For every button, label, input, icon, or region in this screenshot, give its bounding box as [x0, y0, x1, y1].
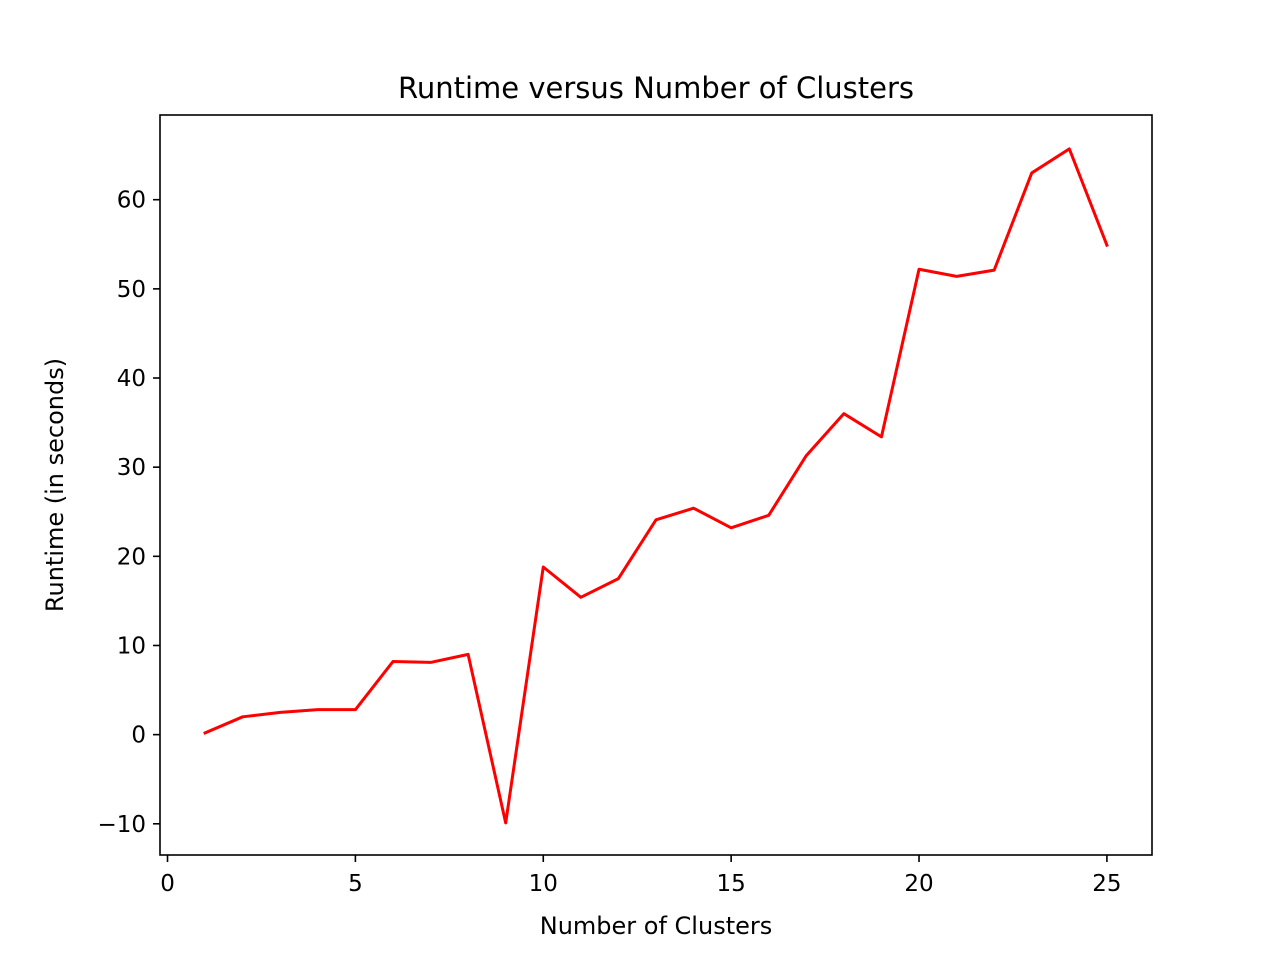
- x-tick-label: 10: [529, 871, 558, 897]
- y-tick-label: 20: [117, 544, 146, 570]
- series-layer: [203, 147, 1109, 825]
- y-tick-label: 40: [117, 366, 146, 392]
- x-tick-label: 0: [160, 871, 175, 897]
- x-tick-label: 5: [348, 871, 363, 897]
- plot-area: 0 5 10 15 20 25 −10 0 10 20 30 40 50 60: [97, 114, 1153, 897]
- axes-frame: [159, 114, 1153, 856]
- x-tick-label: 15: [717, 871, 746, 897]
- x-tick-label: 25: [1092, 871, 1121, 897]
- y-tick-label: 0: [131, 723, 146, 749]
- y-axis-ticks: −10 0 10 20 30 40 50 60: [97, 188, 160, 838]
- y-tick-label: −10: [97, 812, 146, 838]
- x-axis-label: Number of Clusters: [540, 912, 773, 940]
- x-tick-label: 20: [904, 871, 933, 897]
- y-tick-label: 10: [117, 633, 146, 659]
- y-tick-label: 50: [117, 277, 146, 303]
- y-tick-label: 60: [117, 188, 146, 214]
- x-axis-ticks: 0 5 10 15 20 25: [160, 855, 1122, 897]
- y-tick-label: 30: [117, 455, 146, 481]
- runtime-series-line: [203, 147, 1109, 825]
- chart-title: Runtime versus Number of Clusters: [398, 71, 914, 105]
- y-axis-label: Runtime (in seconds): [41, 358, 69, 612]
